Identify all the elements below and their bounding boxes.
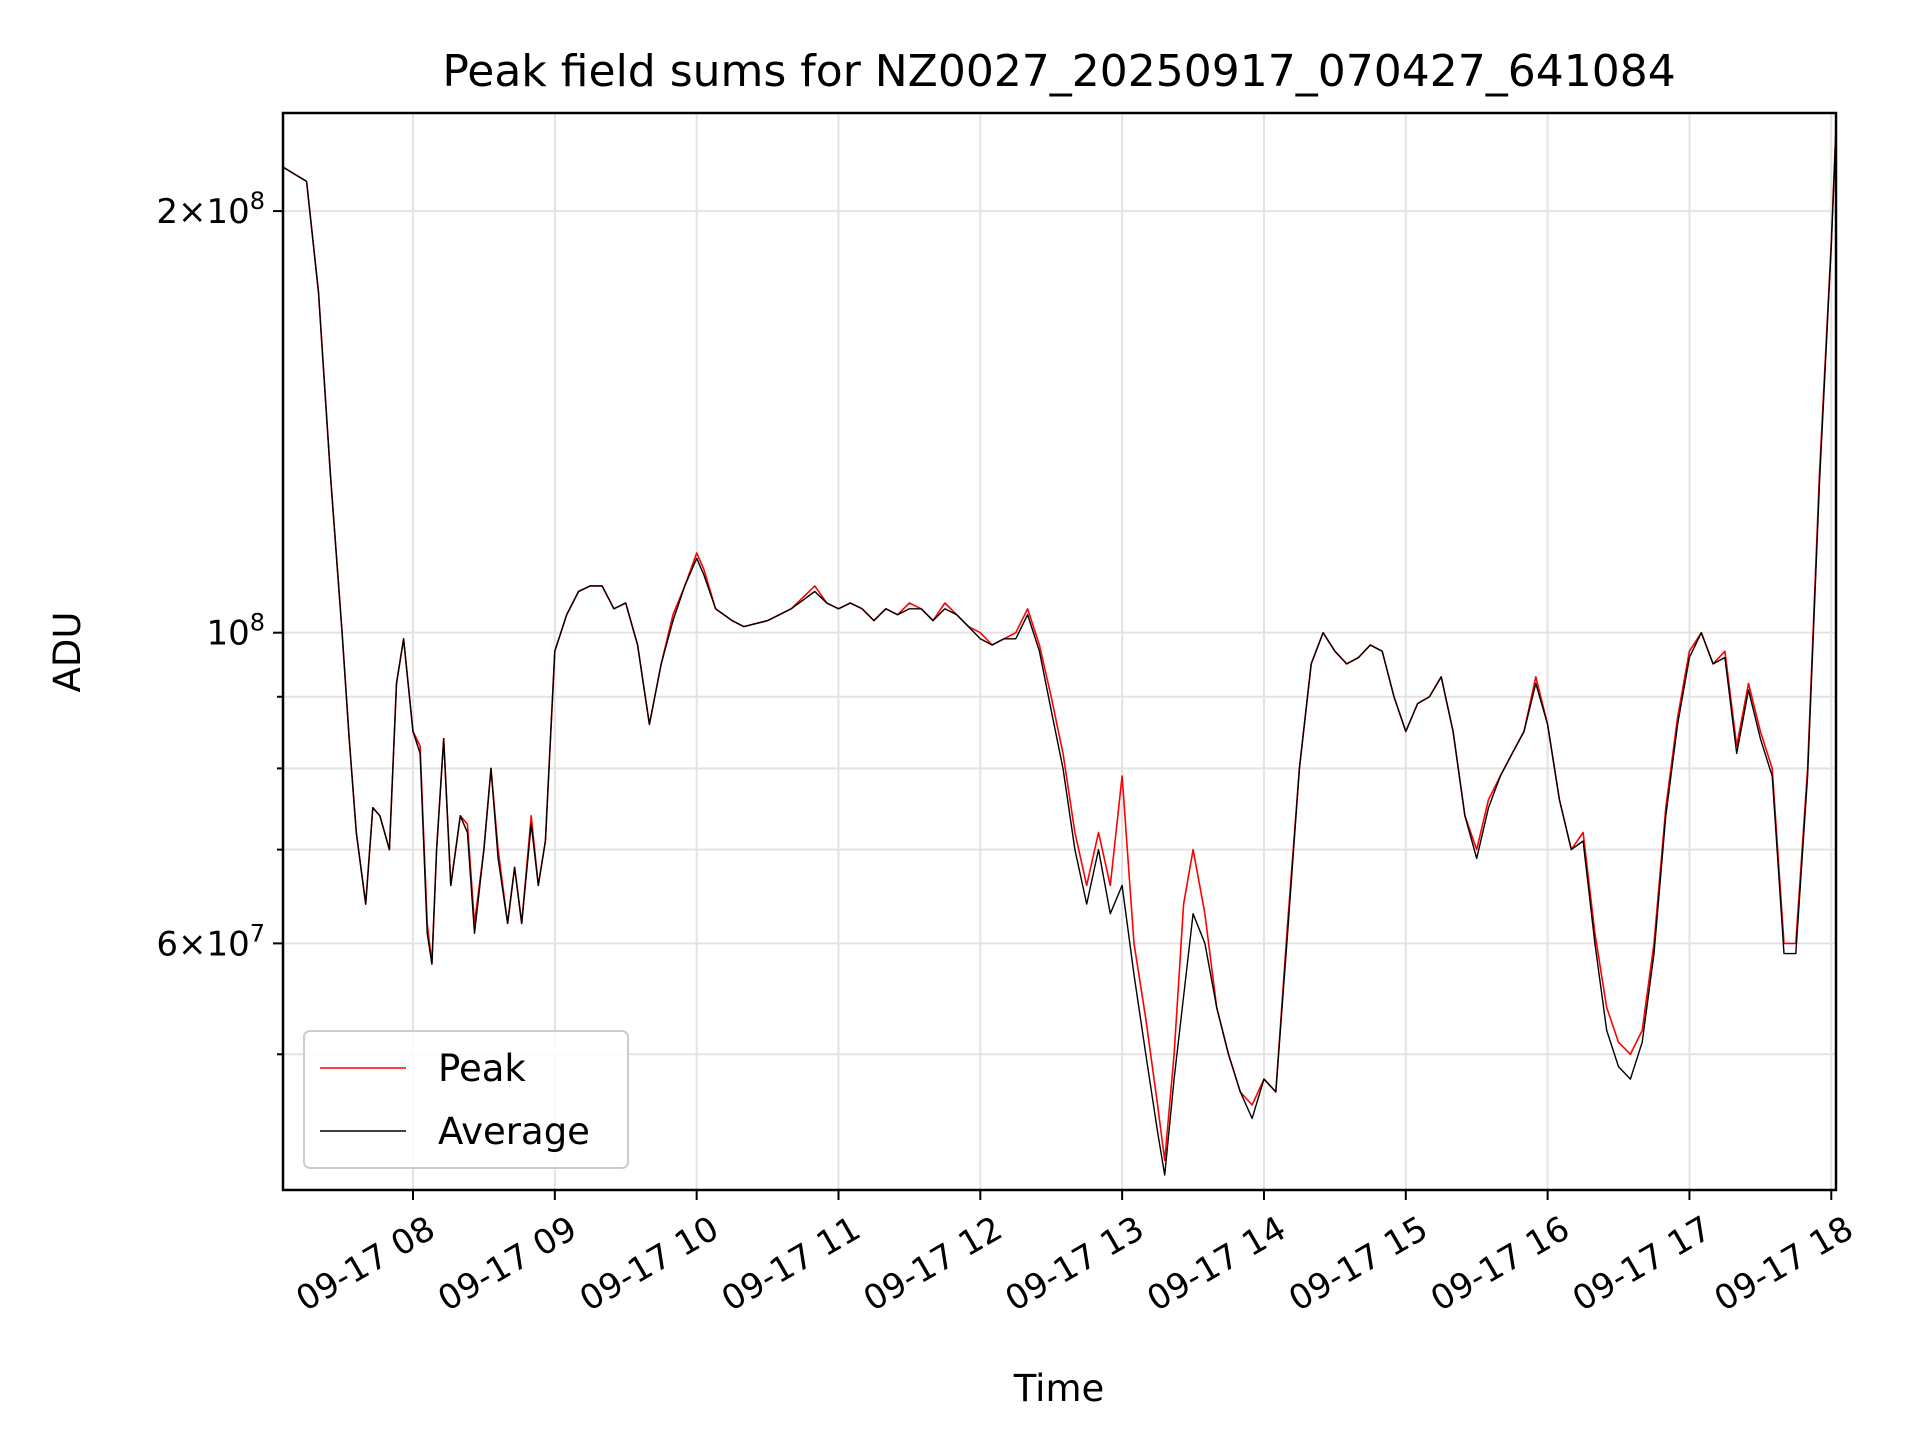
x-tick-label: 09-17 17 (1566, 1209, 1718, 1320)
y-axis-label: ADU (46, 612, 89, 693)
legend: Peak Average (303, 1030, 629, 1169)
x-tick-label: 09-17 10 (573, 1209, 725, 1320)
x-tick-label: 09-17 09 (431, 1209, 583, 1320)
series-layer (282, 126, 1837, 1176)
plot-area-frame (281, 111, 1838, 1192)
y-tick-label: 2×108 (156, 187, 265, 232)
x-tick-label: 09-17 16 (1424, 1209, 1576, 1320)
x-tick-label: 09-17 08 (290, 1209, 442, 1320)
x-tick-label: 09-17 15 (1282, 1209, 1434, 1320)
grid (283, 113, 1836, 1190)
y-tick-label: 6×107 (156, 919, 265, 964)
series-line-average (282, 128, 1837, 1176)
x-tick-label: 09-17 14 (1140, 1209, 1292, 1320)
y-tick-label: 108 (206, 609, 265, 654)
x-axis-label: Time (1013, 1367, 1105, 1410)
x-tick-label: 09-17 11 (715, 1209, 867, 1320)
legend-label-peak: Peak (438, 1047, 526, 1090)
legend-box (303, 1030, 629, 1169)
x-tick-label: 09-17 18 (1708, 1209, 1860, 1320)
x-tick-label: 09-17 12 (857, 1209, 1009, 1320)
chart-title: Peak field sums for NZ0027_20250917_0704… (442, 46, 1675, 97)
legend-label-average: Average (438, 1110, 590, 1153)
x-tick-label: 09-17 13 (999, 1209, 1151, 1320)
